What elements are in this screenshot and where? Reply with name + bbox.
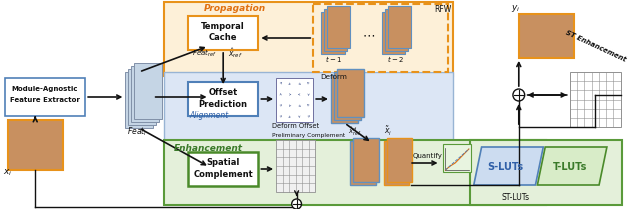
Text: Complement: Complement xyxy=(193,170,253,179)
Bar xyxy=(388,6,411,48)
Circle shape xyxy=(513,89,525,101)
Text: Prediction: Prediction xyxy=(198,100,248,109)
Bar xyxy=(134,63,161,119)
Bar xyxy=(351,141,376,185)
Text: Quantify: Quantify xyxy=(413,153,443,159)
Bar xyxy=(125,72,153,128)
Text: Propagation: Propagation xyxy=(204,4,266,13)
Bar xyxy=(519,14,573,58)
Bar xyxy=(5,78,85,116)
Text: $\hat{x}^d_{ref}$: $\hat{x}^d_{ref}$ xyxy=(348,126,362,139)
Bar xyxy=(164,2,453,76)
Bar xyxy=(470,140,621,205)
Bar xyxy=(313,4,448,72)
Bar xyxy=(164,140,546,205)
Bar xyxy=(276,140,315,192)
Bar xyxy=(353,138,379,182)
Bar xyxy=(334,72,361,120)
Text: Offset: Offset xyxy=(209,88,238,97)
Text: $\tilde{x}_i$: $\tilde{x}_i$ xyxy=(384,125,392,139)
Text: Preliminary Complement: Preliminary Complement xyxy=(272,133,345,138)
Bar xyxy=(444,144,471,172)
Bar xyxy=(324,9,348,51)
Bar xyxy=(188,82,259,116)
Bar xyxy=(381,12,405,54)
Text: Enhancement: Enhancement xyxy=(174,144,243,153)
Text: RFW: RFW xyxy=(435,5,452,14)
Bar xyxy=(188,16,259,50)
Bar xyxy=(131,66,159,122)
Bar xyxy=(570,72,621,127)
Circle shape xyxy=(292,199,301,209)
Text: Deform Offset: Deform Offset xyxy=(272,123,319,129)
Bar xyxy=(385,9,408,51)
Text: ST Enhancement: ST Enhancement xyxy=(565,30,627,63)
Bar xyxy=(8,120,63,170)
Bar xyxy=(337,69,364,117)
Text: $x_i$: $x_i$ xyxy=(3,167,12,177)
Text: Cache: Cache xyxy=(209,33,237,42)
Text: $Feat_i$: $Feat_i$ xyxy=(127,126,147,139)
Text: $\hat{x}_{ref}$: $\hat{x}_{ref}$ xyxy=(228,46,243,60)
Bar xyxy=(188,152,259,186)
Bar xyxy=(276,78,313,122)
Text: $Feat_{ref}$: $Feat_{ref}$ xyxy=(192,48,216,59)
Bar xyxy=(321,12,344,54)
Bar xyxy=(327,6,351,48)
Text: Deform: Deform xyxy=(320,74,347,80)
Polygon shape xyxy=(538,147,607,185)
Text: Module-Agnostic: Module-Agnostic xyxy=(12,86,78,92)
Bar xyxy=(128,69,156,125)
Text: $\cdots$: $\cdots$ xyxy=(362,28,375,41)
Text: $y_i$: $y_i$ xyxy=(511,3,520,14)
Text: Spatial: Spatial xyxy=(207,158,240,167)
Text: $t-1$: $t-1$ xyxy=(325,54,342,64)
Bar xyxy=(384,141,409,185)
Polygon shape xyxy=(474,147,543,185)
Text: T-LUTs: T-LUTs xyxy=(552,162,587,172)
Bar xyxy=(164,72,453,157)
Text: ST-LUTs: ST-LUTs xyxy=(502,193,530,202)
Text: S-LUTs: S-LUTs xyxy=(487,162,523,172)
Text: Temporal: Temporal xyxy=(202,22,245,31)
Text: $t-2$: $t-2$ xyxy=(387,54,404,64)
Text: Alignment: Alignment xyxy=(190,111,229,120)
Text: Feature Extractor: Feature Extractor xyxy=(10,97,80,103)
Bar xyxy=(331,75,358,123)
Bar xyxy=(387,138,412,182)
